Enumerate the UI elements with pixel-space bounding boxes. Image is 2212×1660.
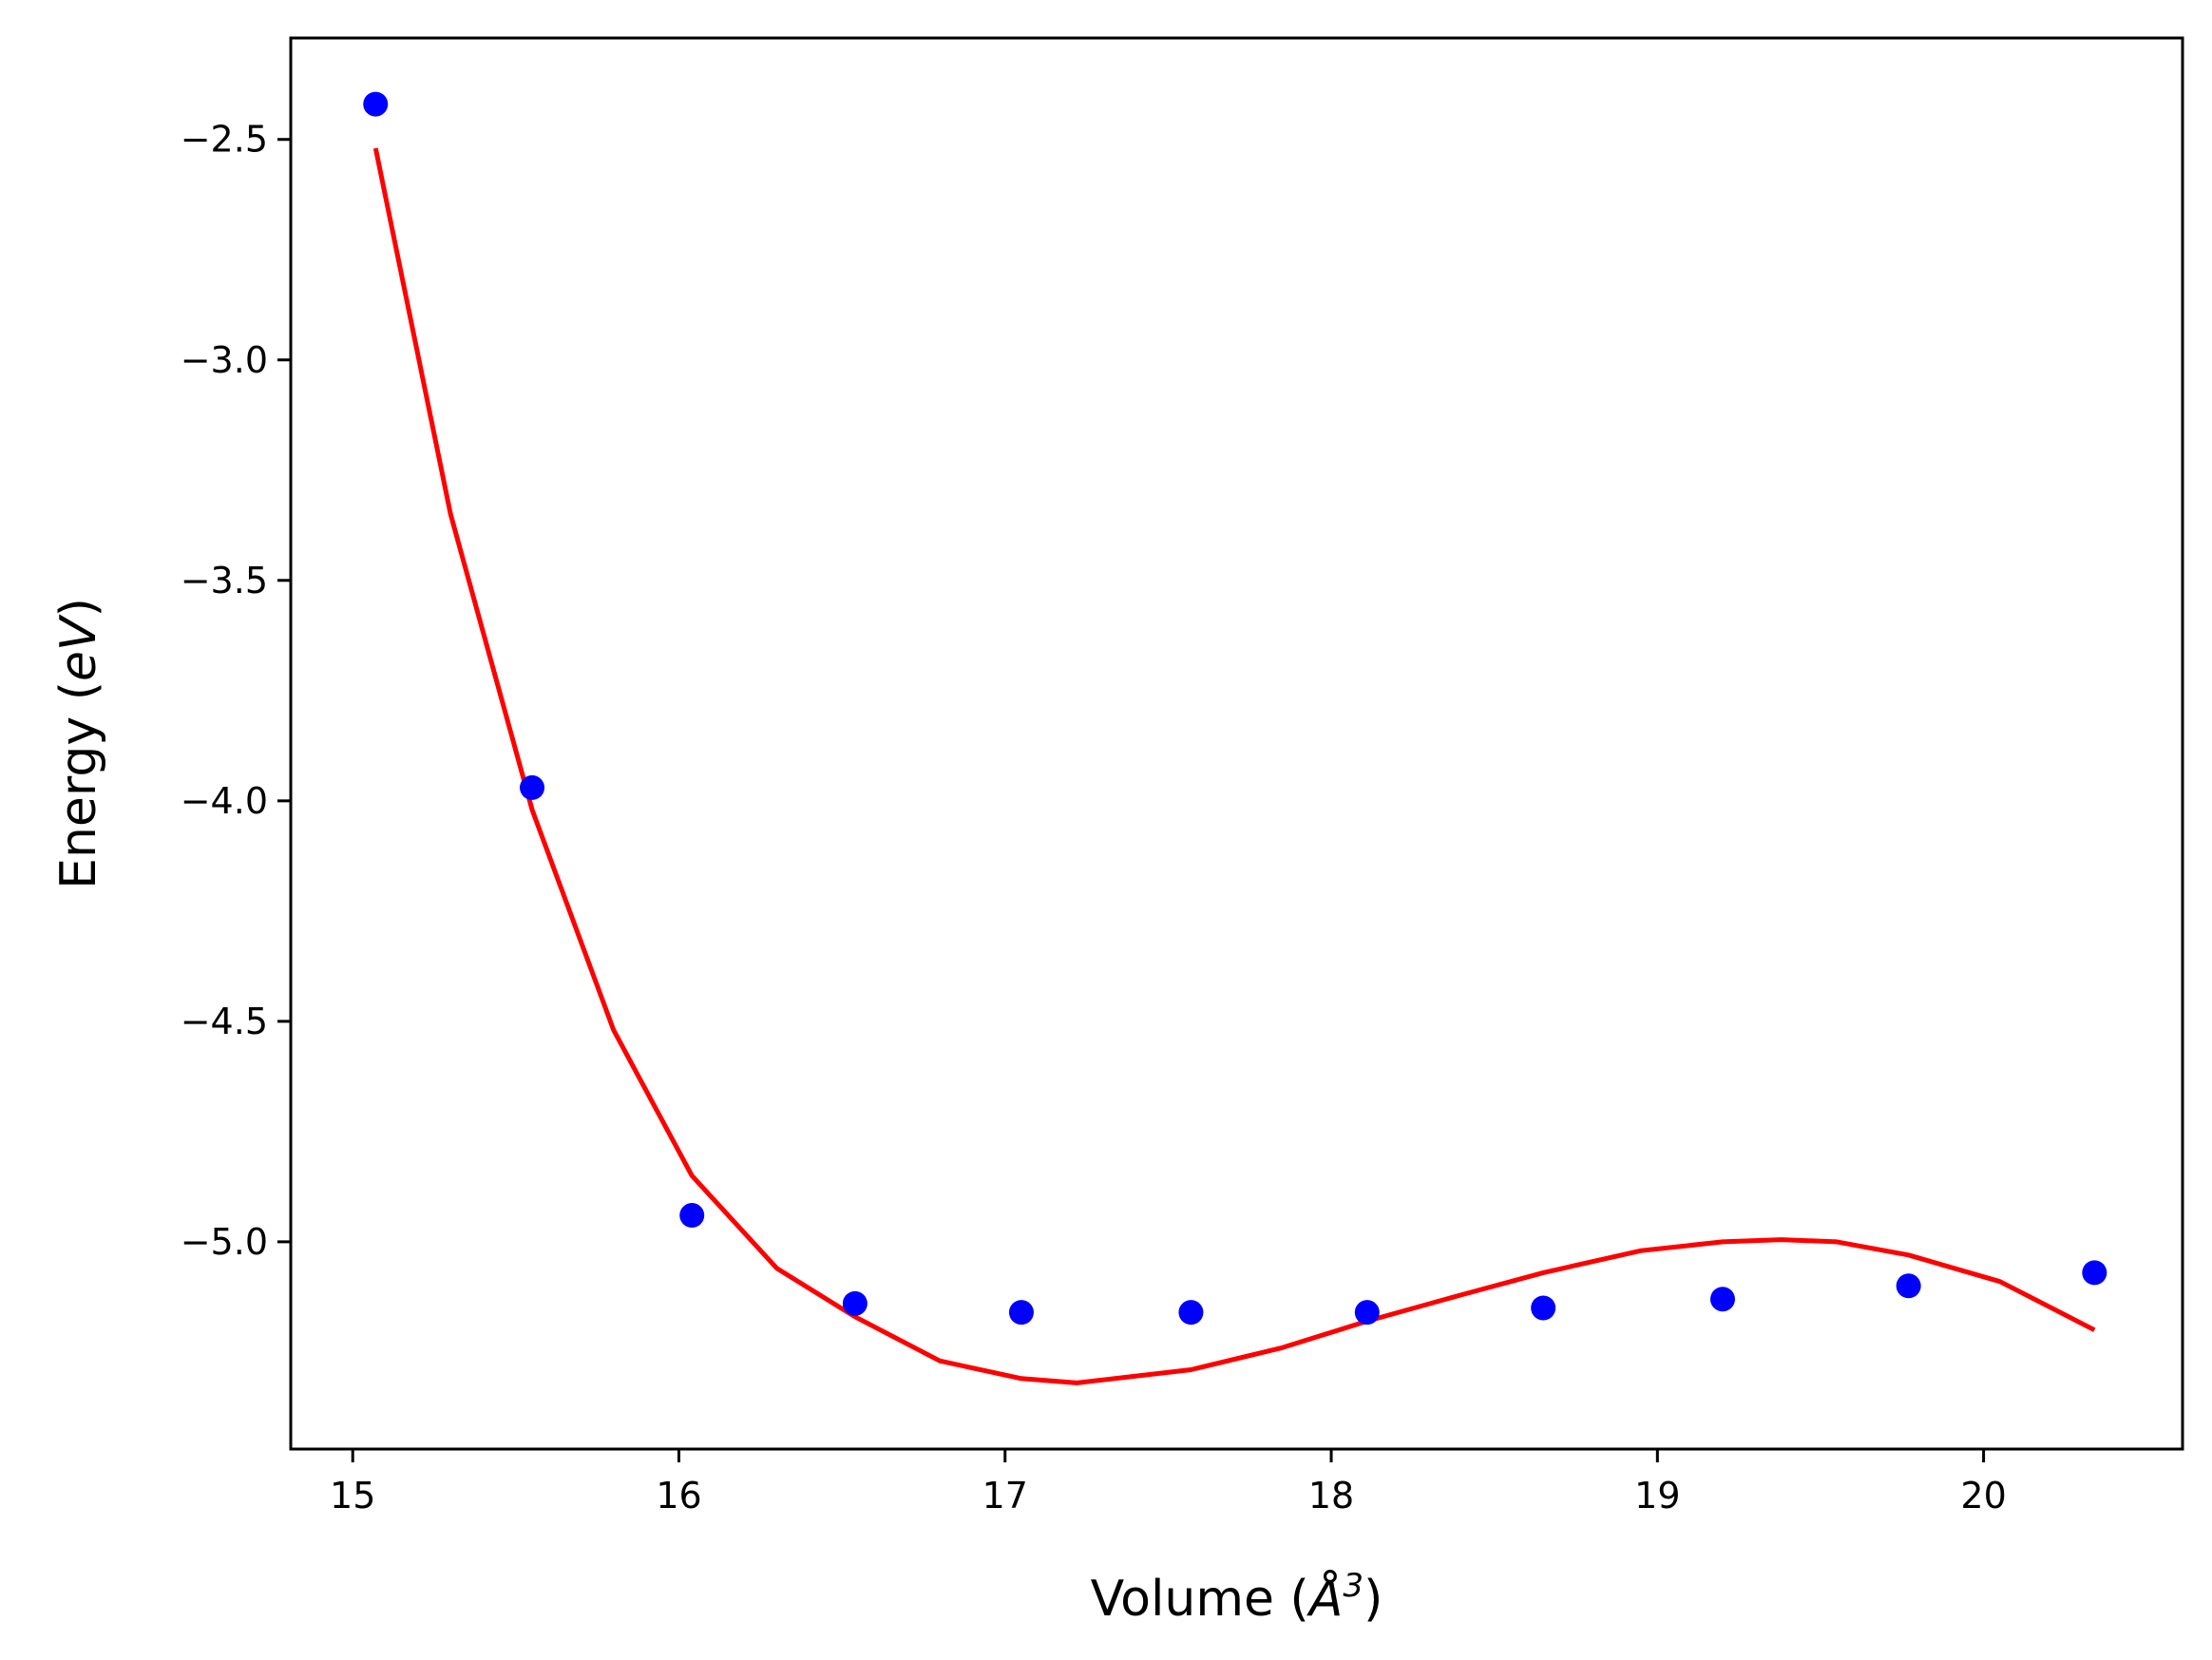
data-point <box>520 774 545 800</box>
x-tick-label: 16 <box>656 1475 701 1517</box>
data-point <box>363 91 389 117</box>
y-tick-label: −3.0 <box>181 339 268 381</box>
x-tick-label: 19 <box>1634 1475 1680 1517</box>
data-point <box>1709 1287 1735 1312</box>
data-point <box>1531 1295 1556 1321</box>
y-axis-ticks: −2.5 −3.0 −3.5 −4.0 −4.5 −5.0 <box>181 119 291 1263</box>
y-axis-label: Energy (eV) <box>50 598 107 889</box>
data-point <box>842 1290 868 1316</box>
x-axis-label-exponent: 3 <box>1343 1567 1363 1605</box>
y-tick-label: −4.5 <box>181 1001 268 1042</box>
data-point <box>1178 1300 1204 1326</box>
fit-curve-line <box>372 147 2096 1385</box>
x-tick-label: 20 <box>1960 1475 2006 1517</box>
y-tick-label: −4.0 <box>181 780 268 822</box>
data-point <box>1008 1300 1034 1326</box>
x-tick-label: 18 <box>1308 1475 1354 1517</box>
x-axis-label-close: ) <box>1363 1571 1382 1628</box>
x-axis-label-text: Volume ( <box>1091 1571 1309 1628</box>
y-tick-label: −3.5 <box>181 560 268 601</box>
x-tick-label: 17 <box>982 1475 1028 1517</box>
data-point <box>1896 1273 1921 1299</box>
axes-frame <box>289 36 2184 1451</box>
y-axis-label-text: Energy ( <box>50 681 107 889</box>
data-point <box>1354 1300 1380 1326</box>
data-point <box>679 1203 705 1229</box>
x-axis-ticks: 15 16 17 18 19 20 <box>330 1449 2007 1517</box>
data-point <box>2082 1260 2107 1286</box>
x-tick-label: 15 <box>330 1475 375 1517</box>
x-axis-label: Volume (Å3) <box>1091 1567 1383 1628</box>
x-axis-label-symbol: Å <box>1306 1569 1344 1628</box>
plot-area <box>363 91 2107 1385</box>
y-axis-label-close: ) <box>50 598 107 617</box>
y-tick-label: −2.5 <box>181 119 268 161</box>
y-tick-label: −5.0 <box>181 1221 268 1263</box>
y-axis-label-unit: eV <box>50 614 107 681</box>
